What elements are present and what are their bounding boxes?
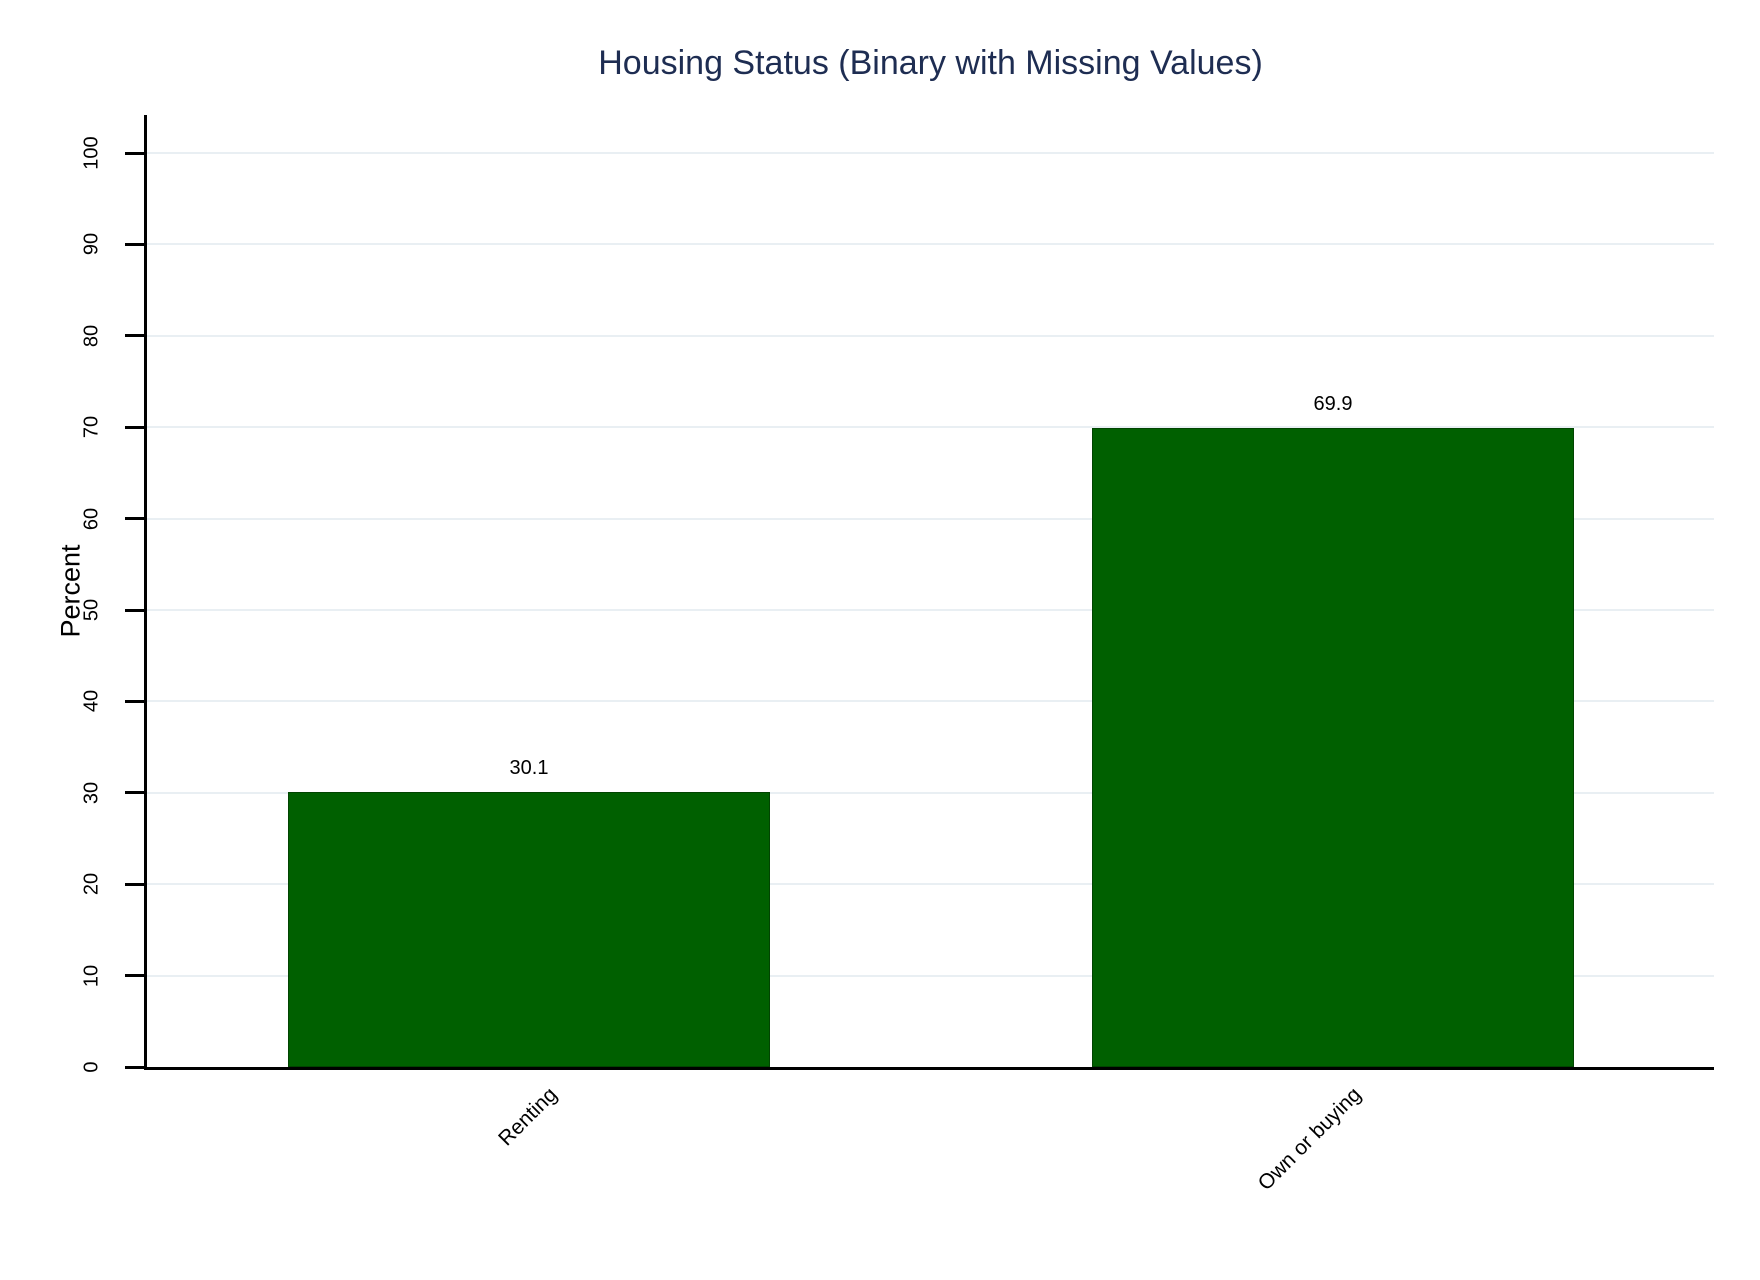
gridline-20 (147, 883, 1714, 886)
y-tick-0 (125, 1065, 144, 1069)
y-tick-label-30: 30 (80, 781, 103, 804)
bar-own-or-buying (1092, 428, 1574, 1067)
gridline-70 (147, 426, 1714, 429)
y-tick-60 (125, 517, 144, 521)
y-tick-70 (125, 425, 144, 429)
y-tick-label-60: 60 (80, 507, 103, 530)
y-tick-label-100: 100 (80, 136, 103, 170)
x-category-label: Renting (493, 1083, 562, 1151)
y-tick-90 (125, 242, 144, 246)
chart-title: Housing Status (Binary with Missing Valu… (598, 44, 1263, 82)
y-tick-label-40: 40 (80, 690, 103, 713)
y-tick-label-90: 90 (80, 233, 103, 256)
y-tick-50 (125, 608, 144, 612)
x-category-label: Own or buying (1253, 1083, 1366, 1196)
bar-value-label: 69.9 (1313, 393, 1353, 416)
y-tick-30 (125, 791, 144, 795)
gridline-10 (147, 974, 1714, 977)
y-tick-80 (125, 334, 144, 338)
gridline-80 (147, 334, 1714, 337)
gridline-50 (147, 609, 1714, 611)
y-tick-label-0: 0 (80, 1061, 103, 1073)
plot-area: 30.1 69.9 Renting Own or buying (125, 115, 1714, 1195)
gridline-60 (147, 517, 1714, 520)
y-tick-100 (125, 151, 144, 155)
gridline-90 (147, 243, 1714, 246)
gridline-100 (147, 152, 1714, 154)
y-tick-label-10: 10 (80, 964, 103, 987)
y-tick-label-80: 80 (80, 324, 103, 347)
bar-value-label: 30.1 (509, 756, 549, 779)
y-axis-line (144, 115, 147, 1070)
y-tick-10 (125, 974, 144, 978)
y-tick-20 (125, 882, 144, 886)
x-axis-line (144, 1067, 1714, 1070)
gridline-40 (147, 700, 1714, 703)
bar-renting (288, 791, 770, 1067)
y-tick-40 (125, 699, 144, 703)
y-tick-label-20: 20 (80, 873, 103, 896)
gridline-30 (147, 791, 1714, 794)
y-tick-label-70: 70 (80, 416, 103, 439)
y-axis-title: Percent (55, 544, 86, 638)
